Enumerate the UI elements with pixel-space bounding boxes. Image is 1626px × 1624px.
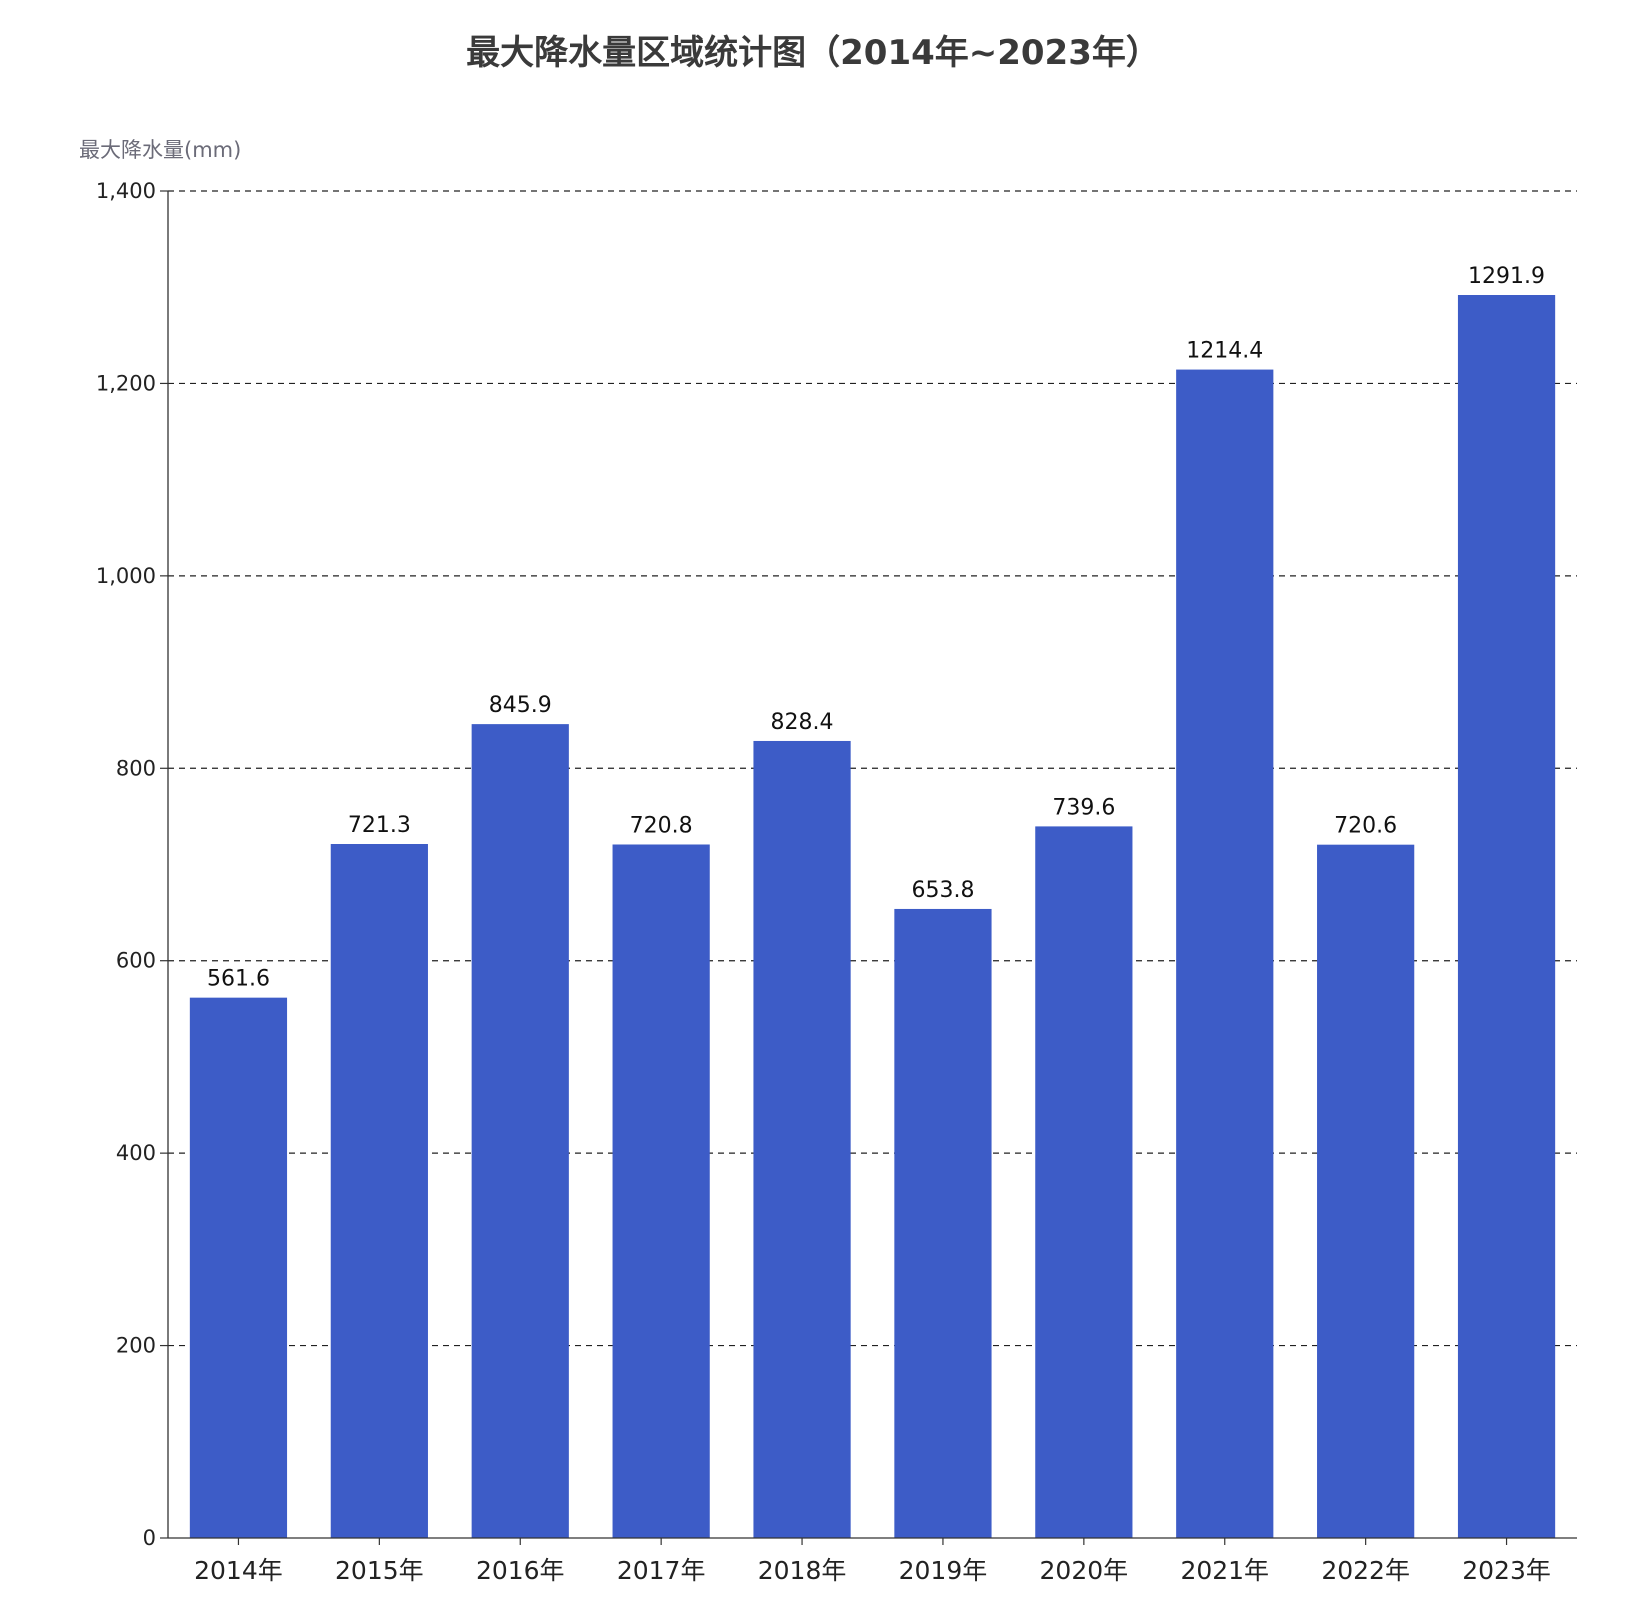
chart-title: 最大降水量区域统计图（2014年~2023年） bbox=[466, 33, 1160, 73]
x-tick-label: 2018年 bbox=[758, 1556, 847, 1585]
x-tick-label: 2015年 bbox=[335, 1556, 424, 1585]
x-tick-label: 2021年 bbox=[1180, 1556, 1269, 1585]
x-tick-label: 2022年 bbox=[1321, 1556, 1410, 1585]
y-tick-label: 1,200 bbox=[96, 371, 156, 395]
data-label: 561.6 bbox=[207, 967, 270, 992]
y-tick-label: 400 bbox=[116, 1141, 156, 1165]
y-tick-label: 1,400 bbox=[96, 179, 156, 203]
x-tick-label: 2019年 bbox=[899, 1556, 988, 1585]
y-tick-label: 1,000 bbox=[96, 564, 156, 588]
bar bbox=[1457, 295, 1556, 1539]
y-tick-label: 0 bbox=[143, 1526, 156, 1550]
data-label: 845.9 bbox=[489, 693, 552, 718]
data-label: 720.8 bbox=[630, 813, 693, 838]
bar bbox=[753, 740, 851, 1538]
axes bbox=[160, 190, 1577, 1545]
bar bbox=[471, 724, 569, 1538]
data-label: 739.6 bbox=[1052, 795, 1115, 820]
bar bbox=[1176, 369, 1274, 1538]
y-tick-labels: 0 200 400 600 800 1,000 1,200 1,400 bbox=[96, 179, 156, 1550]
x-tick-label: 2020年 bbox=[1040, 1556, 1129, 1585]
data-labels: 561.6 721.3 845.9 720.8 828.4 653.8 739.6 1214.… bbox=[207, 264, 1545, 992]
bar bbox=[330, 844, 428, 1538]
bar bbox=[612, 844, 710, 1538]
x-tick-label: 2023年 bbox=[1462, 1556, 1551, 1585]
data-label: 720.6 bbox=[1334, 814, 1397, 839]
x-tick-labels: 2014年 2015年 2016年 2017年 2018年 2019年 2020年 2021年… bbox=[194, 1556, 1551, 1585]
x-tick-label: 2014年 bbox=[194, 1556, 283, 1585]
x-tick-label: 2017年 bbox=[617, 1556, 706, 1585]
x-tick-label: 2016年 bbox=[476, 1556, 565, 1585]
y-axis-label: 最大降水量(mm) bbox=[79, 138, 241, 162]
bar bbox=[1035, 826, 1133, 1538]
bar bbox=[1317, 844, 1415, 1538]
data-label: 1291.9 bbox=[1468, 264, 1545, 289]
data-label: 653.8 bbox=[911, 878, 974, 903]
data-label: 1214.4 bbox=[1186, 339, 1263, 364]
data-label: 721.3 bbox=[348, 813, 411, 838]
bar bbox=[894, 908, 992, 1538]
bars bbox=[189, 295, 1556, 1539]
data-label: 828.4 bbox=[771, 710, 834, 735]
y-tick-label: 200 bbox=[116, 1334, 156, 1358]
y-tick-label: 800 bbox=[116, 756, 156, 780]
bar bbox=[189, 997, 288, 1538]
y-tick-label: 600 bbox=[116, 949, 156, 973]
